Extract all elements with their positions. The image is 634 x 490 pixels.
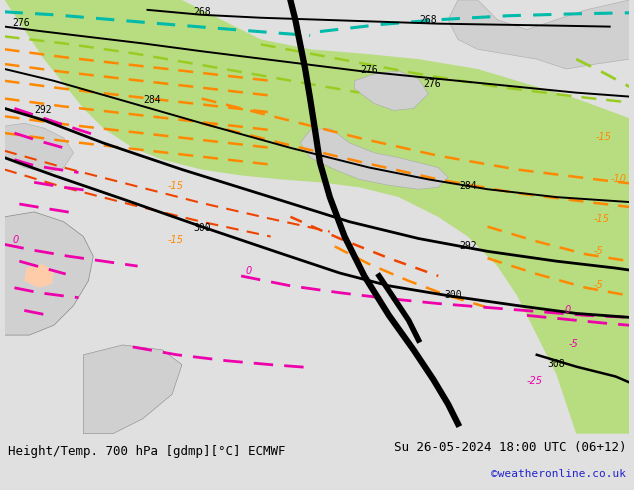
Polygon shape xyxy=(4,0,630,434)
Text: ©weatheronline.co.uk: ©weatheronline.co.uk xyxy=(491,469,626,479)
Text: 268: 268 xyxy=(193,7,210,17)
Polygon shape xyxy=(354,71,429,110)
Text: 0: 0 xyxy=(245,266,251,276)
Text: Height/Temp. 700 hPa [gdmp][°C] ECMWF: Height/Temp. 700 hPa [gdmp][°C] ECMWF xyxy=(8,445,285,458)
Text: 268: 268 xyxy=(420,15,437,24)
Text: -15: -15 xyxy=(594,214,610,224)
Text: -5: -5 xyxy=(594,246,604,256)
Text: 276: 276 xyxy=(360,65,378,75)
Polygon shape xyxy=(24,264,54,288)
Text: 308: 308 xyxy=(548,359,566,368)
Text: -10: -10 xyxy=(611,174,626,184)
FancyBboxPatch shape xyxy=(4,0,630,434)
Text: 300: 300 xyxy=(193,222,210,233)
Text: 300: 300 xyxy=(444,290,462,300)
Text: -5: -5 xyxy=(568,339,578,349)
Text: 292: 292 xyxy=(34,105,52,115)
Text: 276: 276 xyxy=(424,79,441,89)
Polygon shape xyxy=(448,0,630,69)
Text: 0: 0 xyxy=(564,305,571,316)
Text: -15: -15 xyxy=(167,235,183,245)
Polygon shape xyxy=(4,212,93,335)
Text: 292: 292 xyxy=(459,242,477,251)
Text: 276: 276 xyxy=(13,18,30,27)
Text: -15: -15 xyxy=(167,181,183,191)
Text: 284: 284 xyxy=(143,96,161,105)
Text: Su 26-05-2024 18:00 UTC (06+12): Su 26-05-2024 18:00 UTC (06+12) xyxy=(394,441,626,454)
Text: -5: -5 xyxy=(594,280,604,290)
Text: 0: 0 xyxy=(13,235,19,245)
Text: -15: -15 xyxy=(596,132,612,142)
Text: 284: 284 xyxy=(459,181,477,191)
Polygon shape xyxy=(84,345,182,434)
Polygon shape xyxy=(301,128,448,189)
Polygon shape xyxy=(4,123,74,172)
Text: -25: -25 xyxy=(527,376,543,387)
